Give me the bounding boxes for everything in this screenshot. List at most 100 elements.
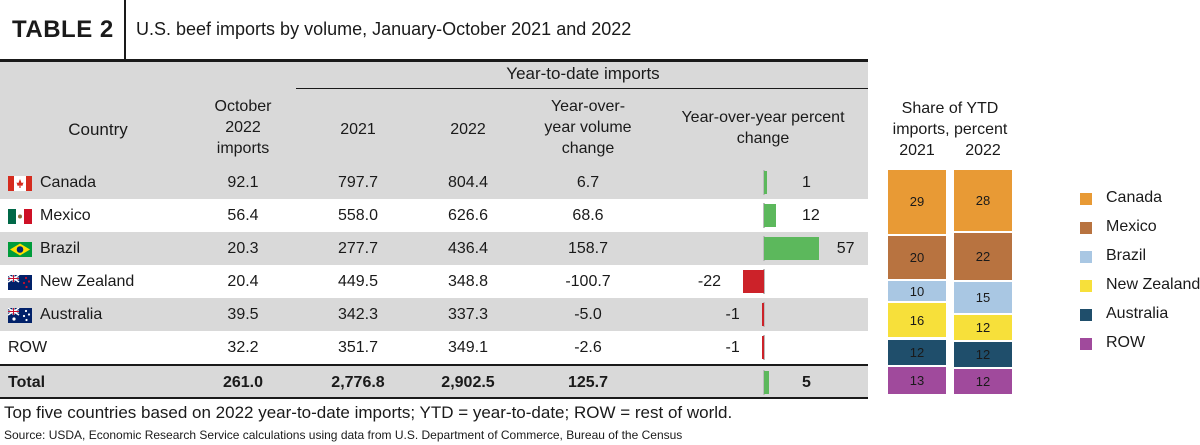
share-segment: 13 xyxy=(888,366,946,396)
pct-change-label: -1 xyxy=(725,306,740,323)
table-row: Brazil 20.3 277.7 436.4 158.7 57 xyxy=(0,232,868,265)
october-cell: 261.0 xyxy=(222,374,264,391)
october-header-line: October xyxy=(214,98,272,115)
new-zealand-flag-icon xyxy=(7,274,32,290)
y2021-cell: 351.7 xyxy=(337,339,379,356)
pct-change-bar xyxy=(764,237,819,260)
table-row: Australia 39.5 342.3 337.3 -5.0 -1 xyxy=(0,298,868,331)
share-year-2022: 2022 xyxy=(965,142,1001,159)
october-cell: 20.3 xyxy=(227,240,259,257)
share-column-2021: 29 20 10 16 12 13 xyxy=(888,170,946,396)
share-segment: 10 xyxy=(888,280,946,304)
y2021-cell: 2,776.8 xyxy=(331,374,385,391)
legend-item: Mexico xyxy=(1080,217,1200,237)
change-cell: 125.7 xyxy=(567,374,609,391)
y2021-header: 2021 xyxy=(340,121,376,138)
imports-table: Year-to-date imports Country October 202… xyxy=(0,62,868,399)
legend-swatch xyxy=(1080,280,1092,292)
volume-change-header-line: Year-over- xyxy=(550,98,626,115)
october-cell: 56.4 xyxy=(227,207,259,224)
october-header-line: 2022 xyxy=(225,119,261,136)
pct-axis-line xyxy=(763,335,765,360)
y2022-cell: 436.4 xyxy=(447,240,489,257)
volume-change-header-line: year volume xyxy=(544,119,632,136)
y2022-cell: 2,902.5 xyxy=(441,374,495,391)
pct-change-bar xyxy=(764,171,767,194)
change-cell: 158.7 xyxy=(567,240,609,257)
country-header: Country xyxy=(68,120,128,139)
pct-change-label: -22 xyxy=(697,273,721,290)
legend-label: Brazil xyxy=(1106,247,1147,264)
mexico-flag-icon xyxy=(8,209,32,224)
share-segment: 15 xyxy=(954,281,1012,316)
october-cell: 39.5 xyxy=(227,306,259,323)
legend-label: Canada xyxy=(1106,189,1163,206)
volume-change-header-line: change xyxy=(561,140,615,157)
country-name: Mexico xyxy=(40,207,91,224)
legend-label: New Zealand xyxy=(1106,276,1200,293)
pct-change-bar xyxy=(764,371,769,394)
country-name: Canada xyxy=(40,174,97,191)
y2021-cell: 277.7 xyxy=(337,240,379,257)
share-years: 2021 2022 xyxy=(880,140,1020,161)
country-name: Total xyxy=(8,374,46,391)
share-column-2022: 28 22 15 12 12 12 xyxy=(954,170,1012,396)
table-row: New Zealand 20.4 449.5 348.8 -100.7 -22 xyxy=(0,265,868,298)
source-note: Source: USDA, Economic Research Service … xyxy=(4,428,683,442)
pct-change-label: -1 xyxy=(725,339,740,356)
legend-item: ROW xyxy=(1080,333,1200,353)
volume-change-header: Year-over- year volume change xyxy=(528,96,648,159)
legend-item: New Zealand xyxy=(1080,275,1200,295)
y2022-cell: 349.1 xyxy=(447,339,489,356)
y2021-cell: 342.3 xyxy=(337,306,379,323)
y2022-cell: 626.6 xyxy=(447,207,489,224)
share-header-line: Share of YTD xyxy=(901,100,999,117)
share-segment: 12 xyxy=(954,342,1012,370)
pct-change-bar xyxy=(761,336,764,359)
y2022-cell: 348.8 xyxy=(447,273,489,290)
legend-swatch xyxy=(1080,251,1092,263)
y2022-cell: 337.3 xyxy=(447,306,489,323)
legend-swatch xyxy=(1080,222,1092,234)
change-cell: 68.6 xyxy=(572,207,604,224)
y2021-cell: 797.7 xyxy=(337,174,379,191)
title-bar: TABLE 2 U.S. beef imports by volume, Jan… xyxy=(0,0,868,62)
pct-change-label: 12 xyxy=(802,207,820,224)
change-cell: -100.7 xyxy=(565,273,611,290)
legend-swatch xyxy=(1080,309,1092,321)
legend-swatch xyxy=(1080,193,1092,205)
legend-label: ROW xyxy=(1106,334,1146,351)
country-name: Australia xyxy=(40,306,103,323)
october-cell: 32.2 xyxy=(227,339,259,356)
share-segment: 28 xyxy=(954,170,1012,233)
title-separator xyxy=(124,0,126,59)
legend-item: Australia xyxy=(1080,304,1200,324)
pct-change-header-line: change xyxy=(736,130,790,147)
legend-item: Brazil xyxy=(1080,246,1200,266)
table-row: ROW 32.2 351.7 349.1 -2.6 -1 xyxy=(0,331,868,364)
canada-flag-icon xyxy=(8,176,32,191)
table-row: Canada 92.1 797.7 804.4 6.7 1 xyxy=(0,166,868,199)
country-name: Brazil xyxy=(40,240,81,257)
pct-change-label: 5 xyxy=(802,374,811,391)
share-segment: 12 xyxy=(954,369,1012,396)
share-header: Share of YTD imports, percent 2021 2022 xyxy=(880,98,1020,161)
legend-label: Australia xyxy=(1106,305,1169,322)
pct-change-bar xyxy=(761,303,764,326)
y2022-header: 2022 xyxy=(450,121,486,138)
table-row: Mexico 56.4 558.0 626.6 68.6 12 xyxy=(0,199,868,232)
share-segment: 12 xyxy=(954,315,1012,343)
change-cell: -2.6 xyxy=(574,339,602,356)
pct-change-label: 1 xyxy=(802,174,811,191)
pct-axis-line xyxy=(763,302,765,327)
change-cell: 6.7 xyxy=(576,174,600,191)
pct-change-bar xyxy=(742,270,764,293)
pct-axis-line xyxy=(763,269,765,294)
october-cell: 92.1 xyxy=(227,174,259,191)
share-segment: 16 xyxy=(888,303,946,340)
y2021-cell: 558.0 xyxy=(337,207,379,224)
table-title: U.S. beef imports by volume, January-Oct… xyxy=(136,19,632,39)
country-name: ROW xyxy=(8,339,48,356)
change-cell: -5.0 xyxy=(574,306,602,323)
brazil-flag-icon xyxy=(8,242,32,257)
